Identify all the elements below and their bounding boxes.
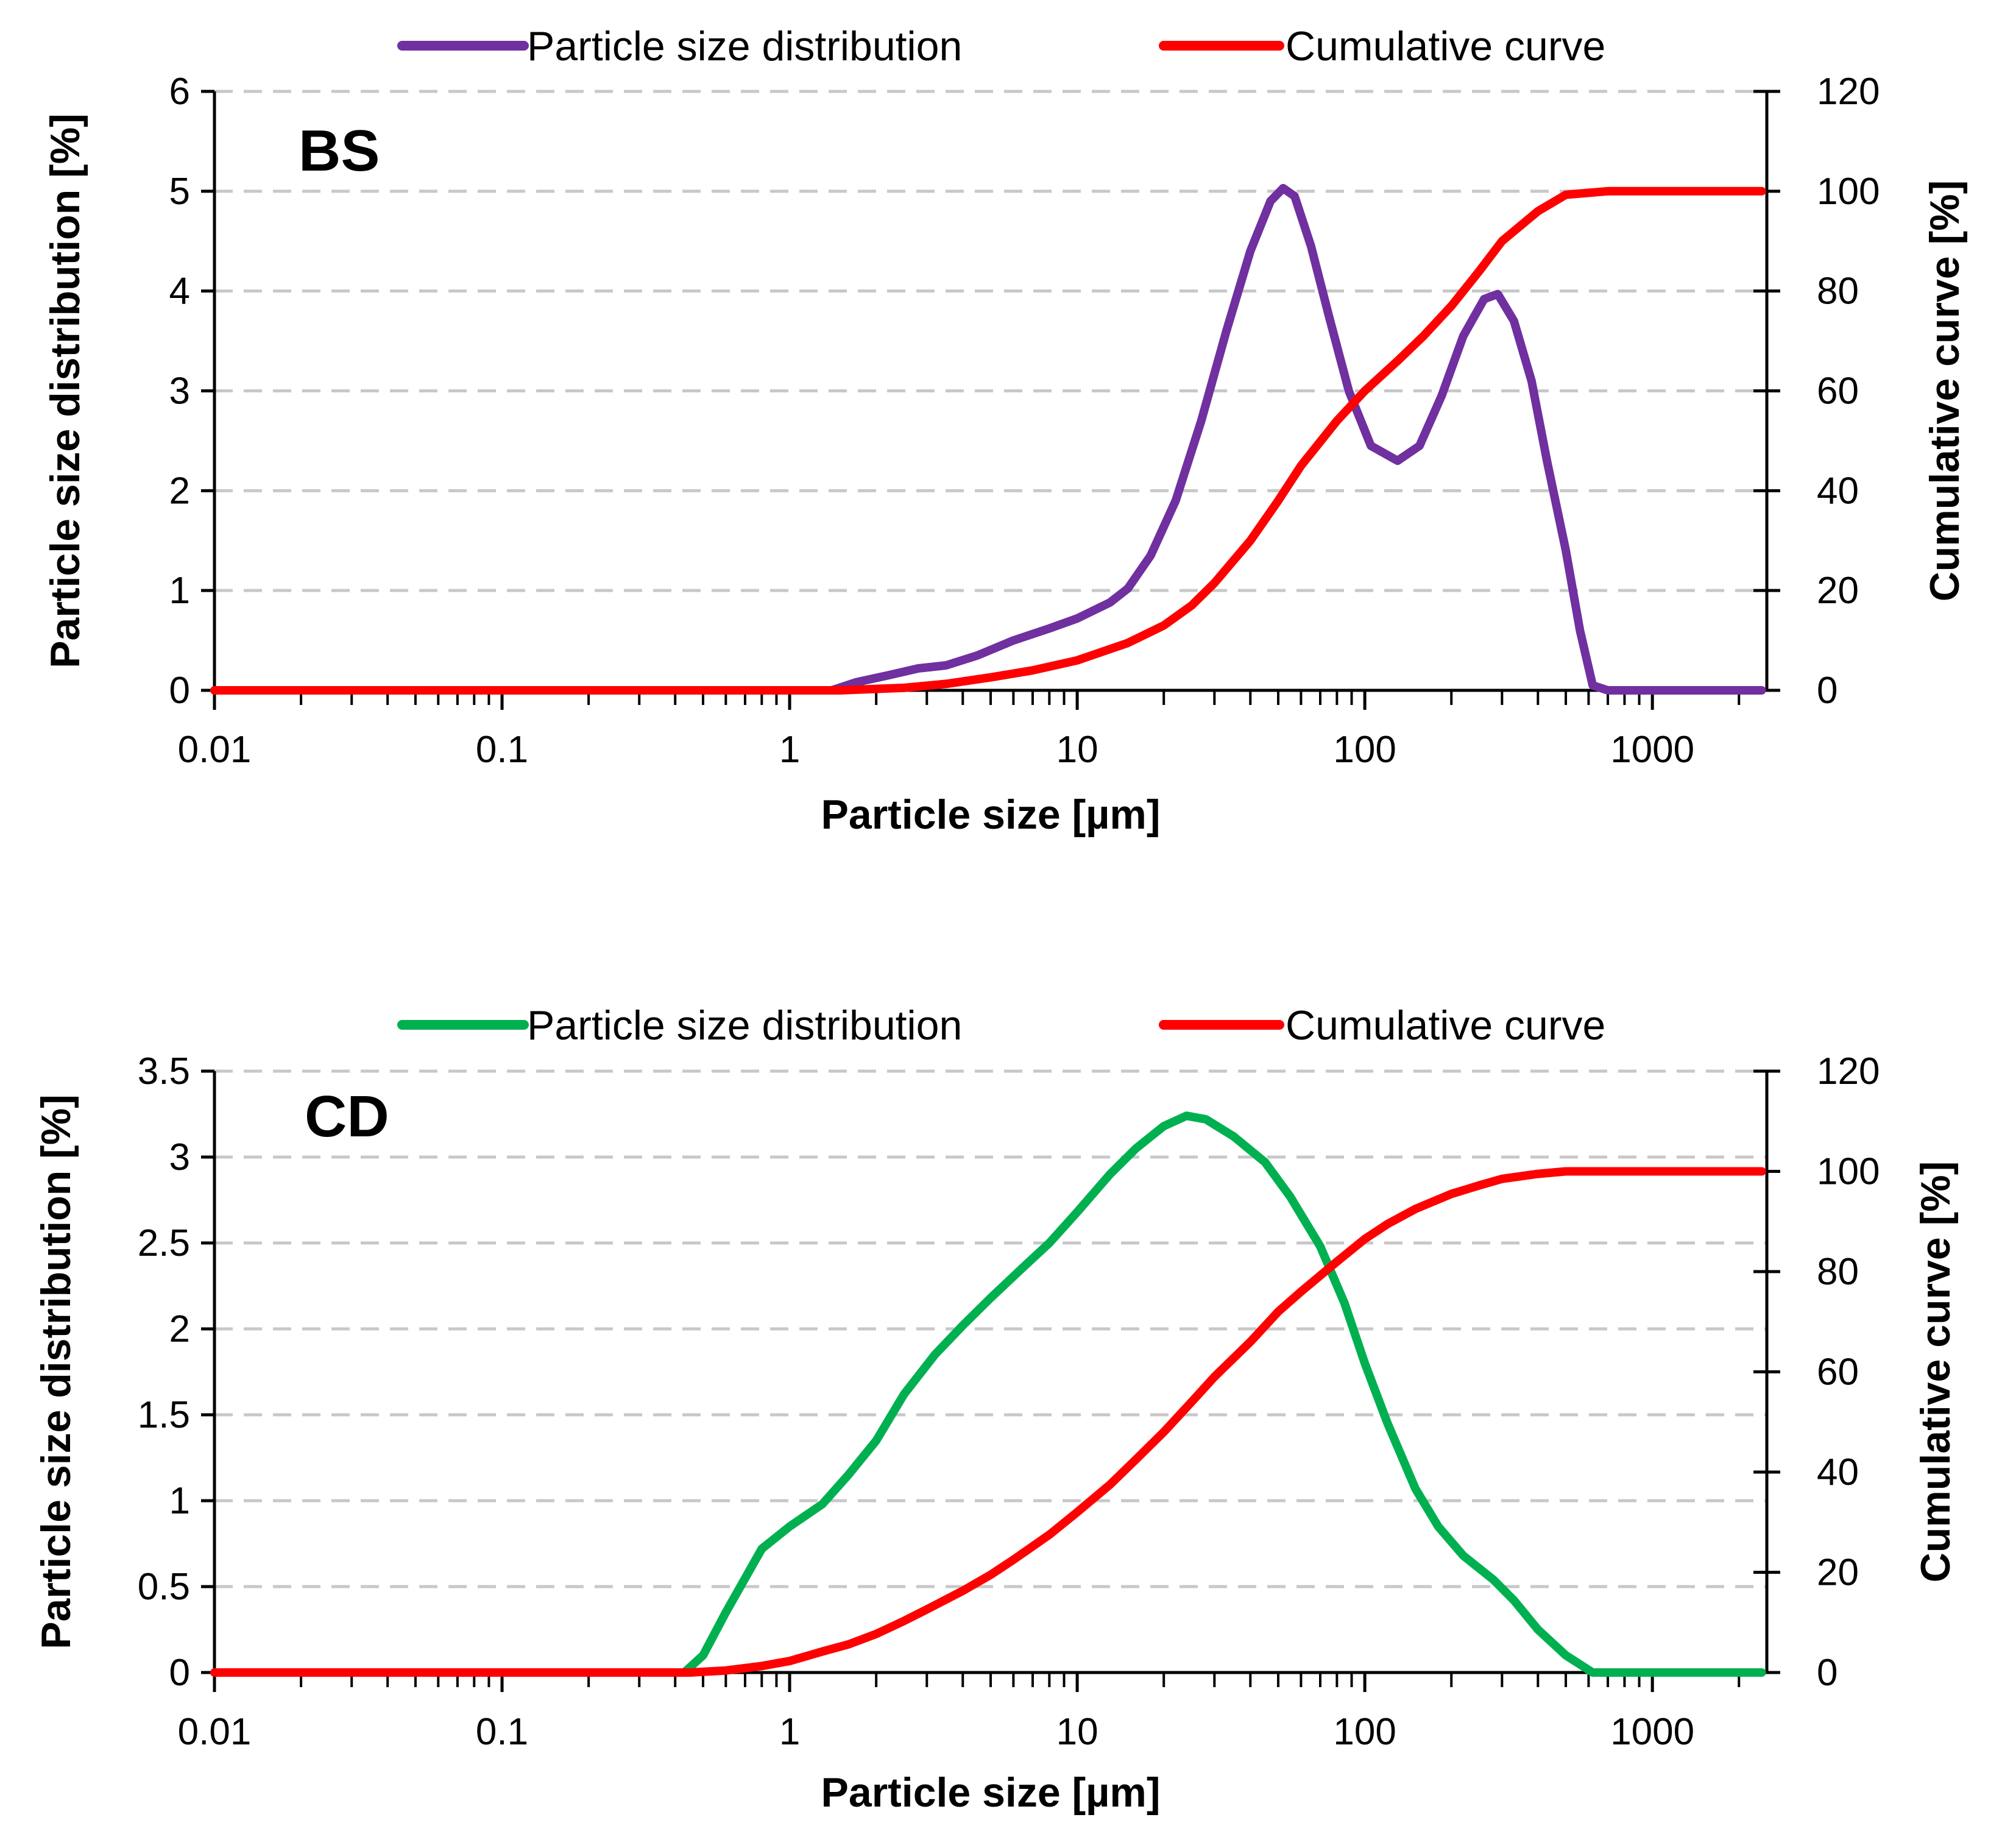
x-tick-label: 0.01 <box>178 729 252 771</box>
y-tick-label: 2 <box>169 1308 190 1350</box>
y-tick-label: 2.5 <box>138 1222 190 1264</box>
y2-tick-label: 40 <box>1817 1451 1859 1493</box>
x-tick-label: 0.1 <box>476 1711 528 1753</box>
y2-tick-label: 80 <box>1817 271 1859 313</box>
y2-tick-label: 80 <box>1817 1251 1859 1293</box>
y-tick-label: 0.5 <box>138 1566 190 1608</box>
x-tick-label: 1 <box>779 1711 800 1753</box>
x-tick-label: 0.01 <box>178 1711 252 1753</box>
y2-tick-label: 20 <box>1817 570 1859 612</box>
y2-tick-label: 40 <box>1817 470 1859 512</box>
x-tick-label: 1000 <box>1610 729 1694 771</box>
series-line-cumulative <box>210 1167 1766 1677</box>
y-axis-title: Particle size distribution [%] <box>33 1094 79 1649</box>
x-tick-label: 100 <box>1333 1711 1396 1753</box>
x-tick-label: 1000 <box>1610 1711 1694 1753</box>
y-tick-label: 1 <box>169 570 190 612</box>
x-tick-label: 100 <box>1333 729 1396 771</box>
y2-tick-label: 120 <box>1817 1050 1880 1092</box>
legend-label-distribution: Particle size distribution <box>527 1002 962 1049</box>
x-tick-label: 10 <box>1056 729 1098 771</box>
y2-tick-label: 60 <box>1817 1351 1859 1393</box>
y2-tick-label: 0 <box>1817 670 1838 712</box>
x-tick-label: 10 <box>1056 1711 1098 1753</box>
x-axis-title: Particle size [µm] <box>821 1769 1161 1816</box>
legend-label-cumulative: Cumulative curve <box>1286 23 1605 69</box>
x-tick-label: 0.1 <box>476 729 528 771</box>
y-tick-label: 0 <box>169 1652 190 1694</box>
y-tick-label: 3.5 <box>138 1050 190 1092</box>
chart-panel-cd: 0 0.5 1 1.5 2 2.5 3 3.5 0 20 40 60 80 100 120 0.01 0.1 1 1… <box>33 1002 1959 1816</box>
y-tick-label: 3 <box>169 370 190 412</box>
y2-tick-label: 120 <box>1817 71 1880 113</box>
panel-label: CD <box>305 1084 389 1149</box>
y2-axis-title: Cumulative curve [%] <box>1922 180 1968 602</box>
y-tick-label: 6 <box>169 71 190 113</box>
y-tick-label: 5 <box>169 171 190 213</box>
y2-axis-title: Cumulative curve [%] <box>1912 1161 1959 1583</box>
y-tick-label: 4 <box>169 271 190 313</box>
legend-label-distribution: Particle size distribution <box>527 23 962 69</box>
y2-tick-label: 60 <box>1817 370 1859 412</box>
x-axis-title: Particle size [µm] <box>821 791 1161 838</box>
y2-tick-label: 100 <box>1817 1151 1880 1193</box>
legend-label-cumulative: Cumulative curve <box>1286 1002 1605 1049</box>
y2-tick-label: 0 <box>1817 1652 1838 1694</box>
y-tick-label: 1 <box>169 1480 190 1522</box>
y-tick-label: 2 <box>169 470 190 512</box>
y-tick-label: 3 <box>169 1136 190 1178</box>
panel-label: BS <box>299 118 380 183</box>
y2-tick-label: 100 <box>1817 171 1880 213</box>
y-tick-label: 1.5 <box>138 1394 190 1436</box>
series-line-cumulative <box>210 186 1766 695</box>
series-line-distribution <box>210 183 1766 695</box>
y2-tick-label: 20 <box>1817 1552 1859 1594</box>
x-tick-label: 1 <box>779 729 800 771</box>
series-line-distribution <box>210 1111 1766 1677</box>
y-tick-label: 0 <box>169 670 190 712</box>
y-axis-title: Particle size distribution [%] <box>42 113 88 668</box>
